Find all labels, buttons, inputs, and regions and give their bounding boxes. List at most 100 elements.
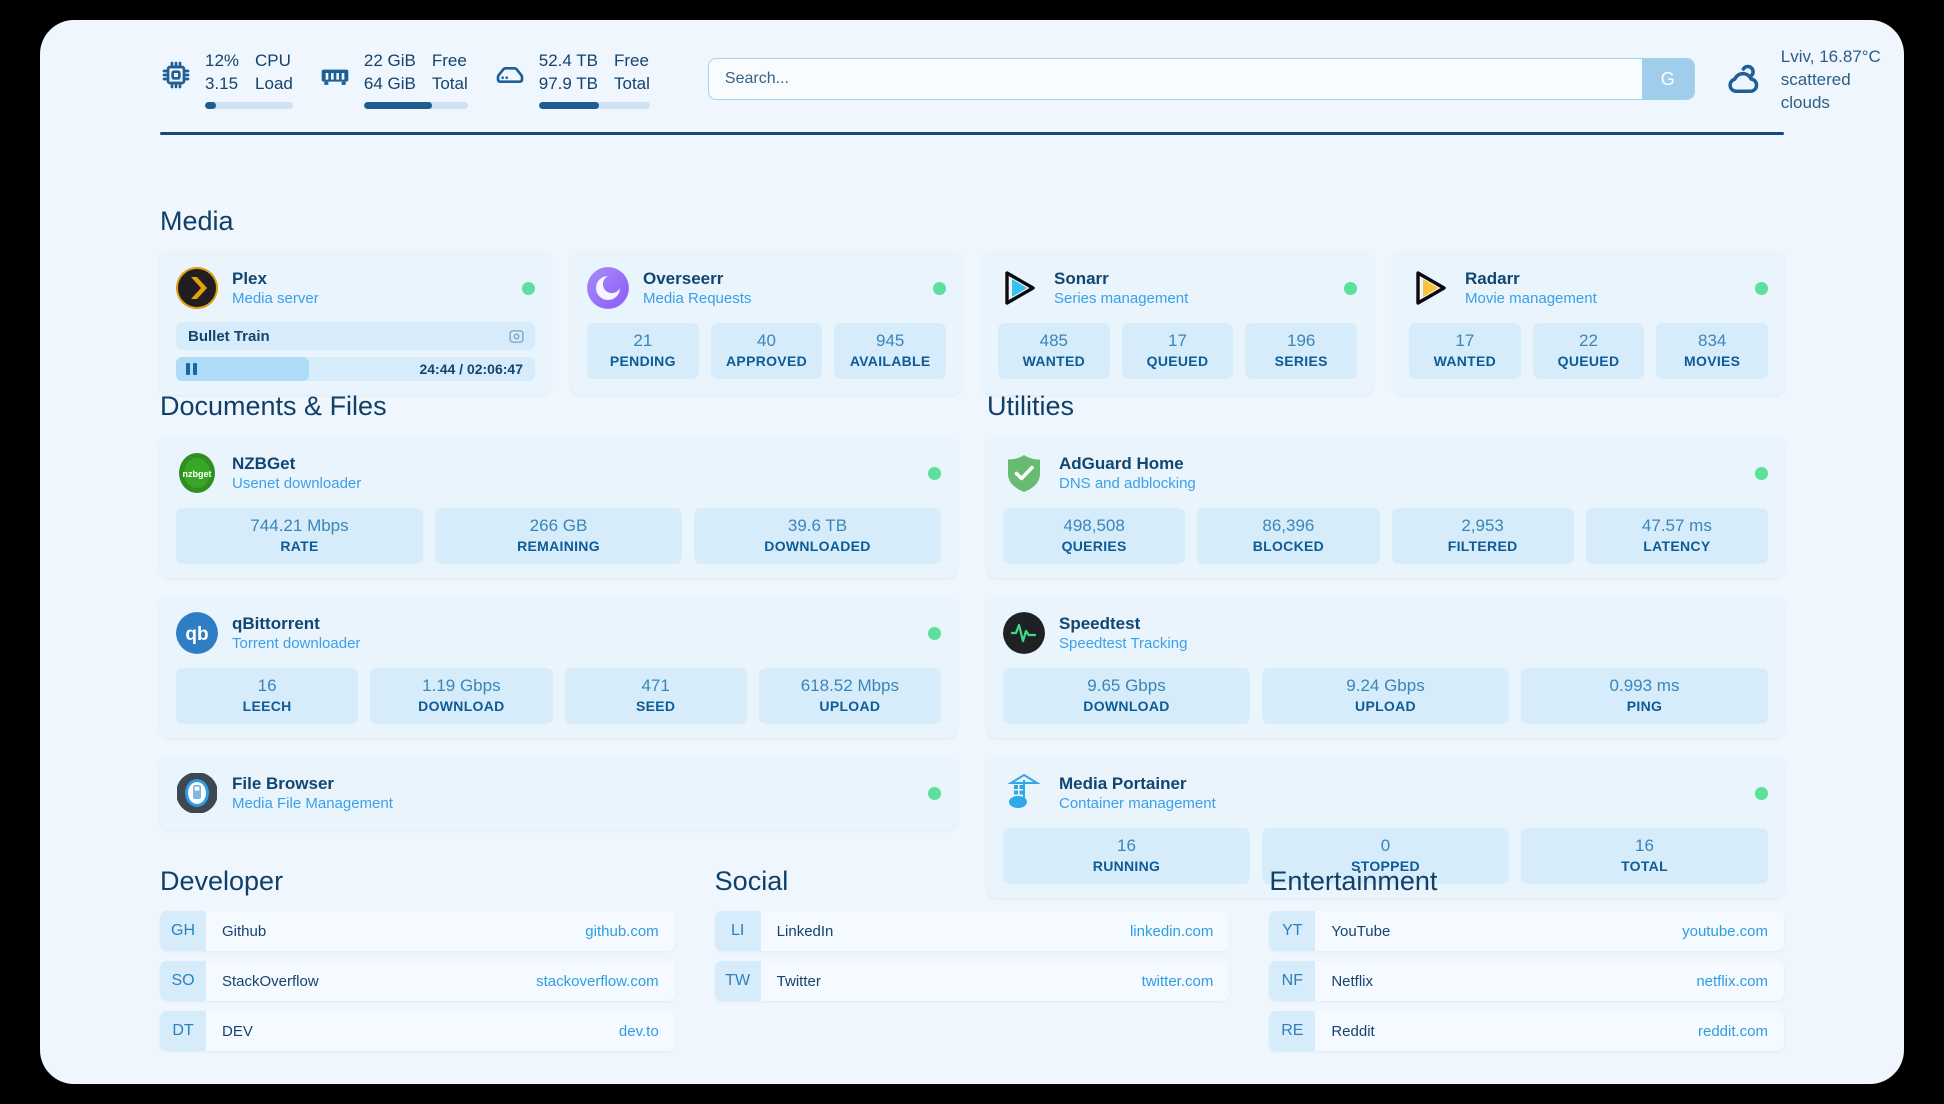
service-name: Sonarr [1054, 268, 1109, 288]
bookmark-item-netflix[interactable]: NF Netflix netflix.com [1269, 961, 1785, 1001]
service-stats: 17 WANTED 22 QUEUED 834 MOVIES [1409, 323, 1769, 379]
playback-progress-bar[interactable]: 24:44 / 02:06:47 [176, 357, 535, 381]
service-subtitle: Media Requests [643, 289, 752, 307]
svg-text:qb: qb [185, 624, 208, 645]
header-divider [160, 132, 1784, 135]
nzbget-icon: nzbget [176, 452, 218, 494]
pause-icon[interactable] [186, 363, 197, 375]
stat-tile: 266 GB REMAINING [435, 508, 682, 564]
bookmark-group-entertainment: Entertainment YT YouTube youtube.com NF … [1269, 866, 1785, 1051]
service-card-plex[interactable]: Plex Media server Bullet Train [160, 251, 551, 395]
stat-tile: 16 RUNNING [1003, 828, 1250, 884]
service-name: qBittorrent [232, 613, 320, 633]
service-card-radarr[interactable]: Radarr Movie management 17 WANTED 22 QUE… [1393, 251, 1784, 395]
service-card-speedtest[interactable]: Speedtest Speedtest Tracking 9.65 Gbps D… [987, 596, 1784, 738]
stat-value: 22 [1579, 331, 1598, 350]
service-stats: 21 PENDING 40 APPROVED 945 AVAILABLE [587, 323, 947, 379]
service-card-qbittorrent[interactable]: qb qBittorrent Torrent downloader [160, 596, 957, 738]
service-subtitle: Media File Management [232, 794, 393, 812]
service-subtitle: DNS and adblocking [1059, 474, 1196, 492]
storage-label-top: Free [614, 51, 649, 70]
media-section: Media Plex Medi [160, 206, 1784, 395]
status-badge [928, 466, 941, 480]
stat-tile: 618.52 Mbps UPLOAD [758, 668, 941, 724]
bookmark-name: Twitter [776, 972, 821, 990]
storage-widget: 52.4 TB 97.9 TB Free Total [494, 49, 650, 109]
search-provider-button[interactable]: G [1641, 59, 1694, 99]
cast-icon[interactable] [508, 328, 525, 345]
service-card-overseerr[interactable]: Overseerr Media Requests 21 PENDING 40 A… [571, 251, 962, 395]
bookmark-url: linkedin.com [1129, 922, 1214, 940]
bookmark-item-reddit[interactable]: RE Reddit reddit.com [1269, 1011, 1785, 1051]
bookmark-badge: NF [1269, 961, 1316, 1001]
bookmark-badge: LI [714, 911, 761, 951]
bookmark-url: netflix.com [1696, 972, 1769, 990]
service-name: Overseerr [643, 268, 724, 288]
storage-free-value: 52.4 TB [538, 51, 598, 70]
status-badge [1344, 281, 1357, 295]
bookmark-item-dev[interactable]: DT DEV dev.to [160, 1011, 675, 1051]
card-header: File Browser Media File Management [176, 770, 941, 816]
stat-value: 485 [1039, 331, 1069, 350]
system-resource-widgets: 12% 3.15 CPU Load [160, 49, 650, 109]
stat-tile: 834 MOVIES [1656, 323, 1769, 379]
bookmark-item-youtube[interactable]: YT YouTube youtube.com [1269, 911, 1785, 951]
service-stats: 485 WANTED 17 QUEUED 196 SERIES [998, 323, 1358, 379]
bookmark-item-linkedin[interactable]: LI LinkedIn linkedin.com [714, 911, 1230, 951]
service-name: AdGuard Home [1059, 453, 1184, 473]
stat-value: 945 [875, 331, 905, 350]
service-card-adguard[interactable]: AdGuard Home DNS and adblocking 498,508 … [987, 436, 1784, 578]
stat-value: 16 [1117, 836, 1136, 855]
service-card-sonarr[interactable]: Sonarr Series management 485 WANTED 17 Q… [982, 251, 1373, 395]
card-header: Radarr Movie management [1409, 265, 1768, 311]
service-card-file-browser[interactable]: File Browser Media File Management [160, 756, 957, 830]
bookmark-url: dev.to [618, 1022, 659, 1040]
bookmark-item-github[interactable]: GH Github github.com [160, 911, 675, 951]
stat-value: 618.52 Mbps [800, 676, 900, 695]
stat-label: RUNNING [1092, 858, 1161, 874]
memory-label-bottom: Total [431, 74, 468, 93]
bookmark-name: LinkedIn [776, 922, 834, 940]
stat-value: 17 [1168, 331, 1187, 350]
service-card-media-portainer[interactable]: Media Portainer Container management 16 … [987, 756, 1784, 898]
now-playing-row[interactable]: Bullet Train [176, 322, 535, 350]
bookmark-item-twitter[interactable]: TW Twitter twitter.com [714, 961, 1230, 1001]
qbittorrent-icon: qb [176, 612, 218, 654]
storage-label-bottom: Total [614, 74, 650, 93]
stat-label: BLOCKED [1252, 538, 1325, 554]
bookmark-item-stackoverflow[interactable]: SO StackOverflow stackoverflow.com [160, 961, 675, 1001]
memory-label-top: Free [431, 51, 467, 70]
search-input[interactable] [708, 59, 1642, 99]
stat-tile: 16 LEECH [176, 668, 359, 724]
stat-value: 21 [633, 331, 653, 350]
bookmark-list: YT YouTube youtube.com NF Netflix netfli… [1269, 911, 1785, 1051]
weather-description: scattered clouds [1780, 69, 1851, 112]
stat-value: 9.24 Gbps [1346, 676, 1425, 695]
stat-label: LEECH [242, 698, 292, 714]
service-card-nzbget[interactable]: nzbget NZBGet Usenet downloader 74 [160, 436, 957, 578]
stat-value: 16 [1635, 836, 1654, 855]
stat-tile: 2,953 FILTERED [1391, 508, 1574, 564]
service-subtitle: Usenet downloader [232, 474, 362, 492]
status-badge [1755, 786, 1768, 800]
stat-value: 266 GB [529, 516, 588, 535]
service-name: NZBGet [232, 453, 296, 473]
playback-time: 24:44 / 02:06:47 [419, 361, 523, 377]
stat-label: UPLOAD [819, 698, 881, 714]
stat-tile: 22 QUEUED [1532, 323, 1645, 379]
card-header: Sonarr Series management [998, 265, 1357, 311]
service-stats: 498,508 QUERIES 86,396 BLOCKED 2,953 FIL… [1003, 508, 1768, 564]
stat-tile: 744.21 Mbps RATE [176, 508, 423, 564]
search-bar[interactable]: G [707, 58, 1695, 100]
bookmark-name: StackOverflow [222, 972, 319, 990]
stat-label: QUEUED [1146, 353, 1209, 369]
status-badge [928, 626, 941, 640]
service-name: Media Portainer [1059, 773, 1187, 793]
service-subtitle: Container management [1059, 794, 1216, 812]
stat-label: AVAILABLE [849, 353, 931, 369]
stat-value: 2,953 [1461, 516, 1504, 535]
stat-label: QUEUED [1557, 353, 1620, 369]
status-badge [1755, 466, 1768, 480]
stat-tile: 196 SERIES [1245, 323, 1358, 379]
bookmark-url: stackoverflow.com [536, 972, 659, 990]
